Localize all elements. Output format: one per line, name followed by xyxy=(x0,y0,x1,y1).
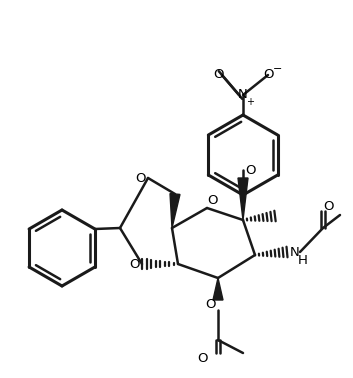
Text: O: O xyxy=(198,352,208,364)
Text: O: O xyxy=(135,172,145,184)
Text: O: O xyxy=(246,164,256,177)
Text: O: O xyxy=(263,68,273,82)
Text: O: O xyxy=(323,200,333,212)
Polygon shape xyxy=(213,278,223,300)
Text: H: H xyxy=(298,254,308,266)
Text: O: O xyxy=(207,194,217,206)
Text: N: N xyxy=(290,245,300,259)
Text: O: O xyxy=(129,257,139,271)
Polygon shape xyxy=(170,194,180,228)
Text: O: O xyxy=(205,299,215,311)
Text: O: O xyxy=(213,68,223,82)
Text: −: − xyxy=(273,64,283,74)
Text: N: N xyxy=(238,88,248,102)
Text: +: + xyxy=(246,97,254,107)
Polygon shape xyxy=(238,178,248,220)
